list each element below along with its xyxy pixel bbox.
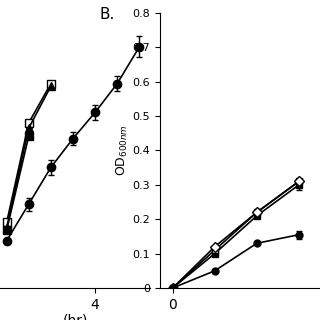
Y-axis label: OD$_{600nm}$: OD$_{600nm}$ bbox=[115, 124, 130, 176]
X-axis label: (hr): (hr) bbox=[62, 313, 88, 320]
Text: B.: B. bbox=[99, 7, 115, 22]
